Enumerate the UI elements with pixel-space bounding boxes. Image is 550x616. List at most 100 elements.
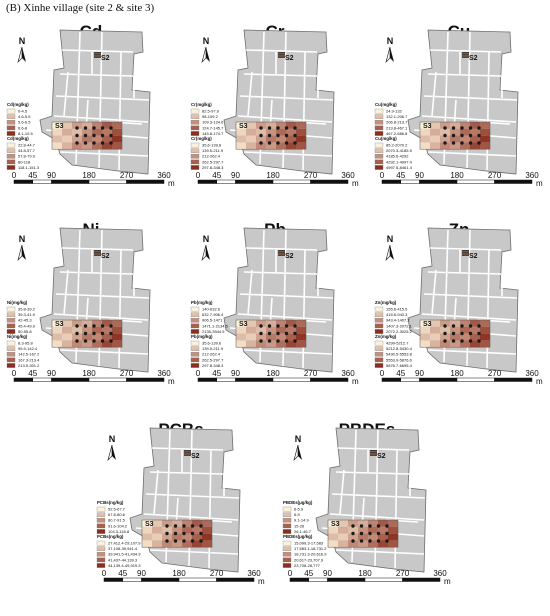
heat-cell [328,520,338,527]
heat-cell [388,533,398,541]
road-line [237,313,333,321]
heat-cell [286,326,296,334]
sample-point [293,324,297,328]
scale-bar-segment [456,179,495,184]
scale-bar-segment [103,577,123,582]
sample-point [460,141,464,145]
legend-range: 2135-3944.5 [202,329,225,334]
heat-cell [296,122,306,129]
legend-swatch [6,108,16,114]
legend-swatch [6,323,16,329]
road-line [427,151,517,157]
legend-range: 145.8-174.7 [202,131,224,136]
heat-cell [460,340,470,348]
legend-swatch [96,546,106,551]
heat-cell [338,533,348,541]
heat-cell [378,540,388,548]
legend-range: 109.3-124.6 [202,120,224,125]
heat-cell [420,142,430,150]
heat-cell [256,320,266,327]
heat-cell [142,533,152,541]
legend-swatch [190,346,200,351]
sample-point [451,141,456,145]
heat-cell [276,326,286,334]
road-line [59,349,149,355]
sample-point [83,324,88,328]
legend-range: 4185.6-4292 [386,154,409,159]
scale-bar-segment [308,577,328,582]
legend-range: 212-262.4 [202,352,221,357]
map-panel-cd: CdS2S3NCd(mg/kg)0-4.54.6-5.55.6-6.56.6-8… [2,12,180,200]
legend-bottom: Cd(mg/kg) 22.8-44.744.8-57.757.8-79.980-1… [6,136,40,170]
heat-cell [112,135,122,143]
scale-tick-label: 90 [231,369,240,378]
road-line [118,51,122,171]
sample-point [477,331,481,336]
heat-cell [470,135,480,143]
scale-bar-segment [32,179,52,184]
scale-tick-label: 0 [196,171,201,180]
road-line [243,349,333,355]
scale-tick-label: 270 [488,171,502,180]
scale-tick-label: 90 [137,569,146,578]
scale-unit: m [168,179,175,188]
scale-bar-segment [235,179,274,184]
heat-cell [388,540,398,548]
sample-point [368,531,372,536]
scale-bar-segment [381,377,401,382]
heat-cell [112,122,122,129]
heat-cell [420,326,430,334]
legend-swatch [190,323,200,329]
heat-cell [450,333,460,341]
north-label: N [387,234,394,244]
legend-range: 139.5-211.9 [202,346,224,351]
heat-cell [236,128,246,136]
map-panel-ni: NiS2S3NNi(mg/kg)35.8-39.239.3-41.942-45.… [2,210,180,398]
heat-cell [82,135,92,143]
sample-point [451,133,456,138]
scale-tick-label: 270 [304,171,318,180]
sample-point [259,133,263,138]
sample-point [83,339,88,343]
legend-bottom: Ni(mg/kg) 8.3-95.895.9-142.4142.5-167.216… [6,334,40,368]
heat-cell [182,526,192,534]
heat-cell [460,128,470,136]
legend-range: 6-5.9 [294,507,304,512]
sample-point [92,133,96,138]
sample-point [109,331,113,336]
legend-top: PCBs(ng/kg) 52.5-67.767.8-80.680.7-91.591… [96,500,130,534]
road-line [208,449,212,569]
north-label: N [19,36,26,46]
legend-swatch [374,363,384,368]
scale-bar-segment [122,577,142,582]
legend-range: 41,437-44,139.3 [108,557,138,562]
sample-point [83,126,88,130]
legend-top: Cu(mg/kg) 24.9-132132.1-206.7206.8-213.72… [374,102,408,136]
scale-tick-label: 270 [120,171,134,180]
heat-cell [62,333,72,341]
heat-cell [470,142,480,150]
sample-point [100,331,105,336]
heat-cell [92,340,102,348]
legend-range: 213.8-467.1 [386,125,408,130]
legend-swatch [96,506,106,512]
heat-cell [72,326,82,334]
heat-cell [420,135,430,143]
legend-range: 8.1-10.5 [18,131,33,136]
heat-cell [368,540,378,548]
heat-cell [256,142,266,150]
legend-range: 82.5-97.9 [202,109,220,114]
sample-point [267,331,272,336]
legend-top: Zn(mg/kg) 155.6-415.5415.6-943.3943.4-140… [374,300,413,334]
sample-point [443,141,447,145]
heat-cell [246,340,256,348]
scale-bar-segment [88,179,127,184]
scale-tick-label: 0 [380,171,385,180]
legend-swatch [190,114,200,119]
scale-tick-label: 360 [157,369,171,378]
heat-cell [450,122,460,129]
heat-cell [276,135,286,143]
sample-point [83,141,88,145]
legend-swatch [190,142,200,148]
sample-point [267,324,272,328]
